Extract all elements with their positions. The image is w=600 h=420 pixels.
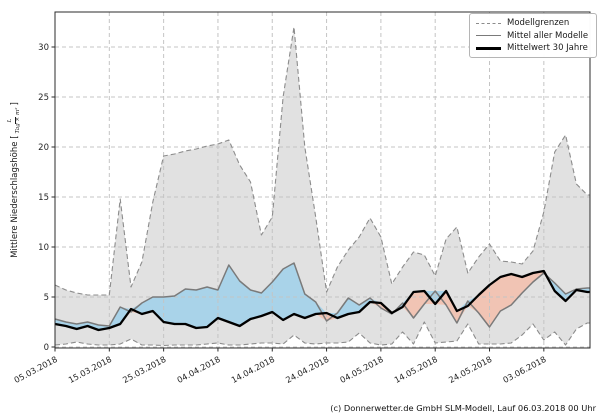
x-tick-label: 03.06.2018 <box>501 354 548 385</box>
x-tick-label: 15.03.2018 <box>67 354 114 385</box>
legend-item-modellgrenzen: Modellgrenzen <box>476 18 588 28</box>
unit-fraction-denominator: Tag × m² <box>15 107 21 134</box>
model-range-lower-bound <box>54 321 590 347</box>
y-axis-label-suffix: ] <box>10 102 20 106</box>
x-tick-label: 05.03.2018 <box>12 354 59 385</box>
grid <box>54 12 590 348</box>
legend-item-mittelwert-30-jahre: Mittelwert 30 Jahre <box>476 43 588 53</box>
legend: Modellgrenzen Mittel aller Modelle Mitte… <box>469 13 598 58</box>
y-axis-label-prefix: Mittlere Niederschlagshöhe [ <box>10 135 20 258</box>
axes-frame <box>54 11 591 349</box>
legend-label: Modellgrenzen <box>507 18 570 28</box>
x-tick-label: 25.03.2018 <box>121 354 168 385</box>
y-axis-label: Mittlere Niederschlagshöhe [ L Tag × m² … <box>6 5 24 355</box>
x-tick-label: 24.05.2018 <box>447 354 494 385</box>
unit-fraction: L Tag × m² <box>7 107 22 134</box>
x-tick-label: 14.05.2018 <box>392 354 439 385</box>
x-tick-label: 04.04.2018 <box>175 354 222 385</box>
y-tick-label: 15 <box>38 193 49 203</box>
dashed-line-sample-icon <box>476 22 501 24</box>
legend-label: Mittelwert 30 Jahre <box>507 43 588 53</box>
y-tick-label: 10 <box>38 243 49 253</box>
model-mean-line <box>54 262 590 328</box>
y-tick-label: 30 <box>38 43 49 53</box>
y-tick-label: 20 <box>38 143 49 153</box>
copyright-caption: (c) Donnerwetter.de GmbH SLM-Modell, Lau… <box>330 403 596 413</box>
y-tick-label: 0 <box>44 343 49 353</box>
black-line-sample-icon <box>476 46 501 50</box>
y-tick-label: 25 <box>38 93 49 103</box>
legend-item-mittel-aller-modelle: Mittel aller Modelle <box>476 31 588 41</box>
above-normal-fill <box>55 263 590 330</box>
below-normal-fill <box>55 271 590 330</box>
model-range-upper-bound <box>54 26 590 296</box>
legend-label: Mittel aller Modelle <box>507 30 589 41</box>
gray-line-sample-icon <box>476 35 501 36</box>
climate-mean-line <box>54 269 590 332</box>
model-range-band <box>55 27 590 346</box>
x-tick-label: 24.04.2018 <box>284 354 331 385</box>
x-tick-label: 14.04.2018 <box>230 354 277 385</box>
x-tick-label: 04.05.2018 <box>338 354 385 385</box>
y-tick-label: 5 <box>44 293 49 303</box>
